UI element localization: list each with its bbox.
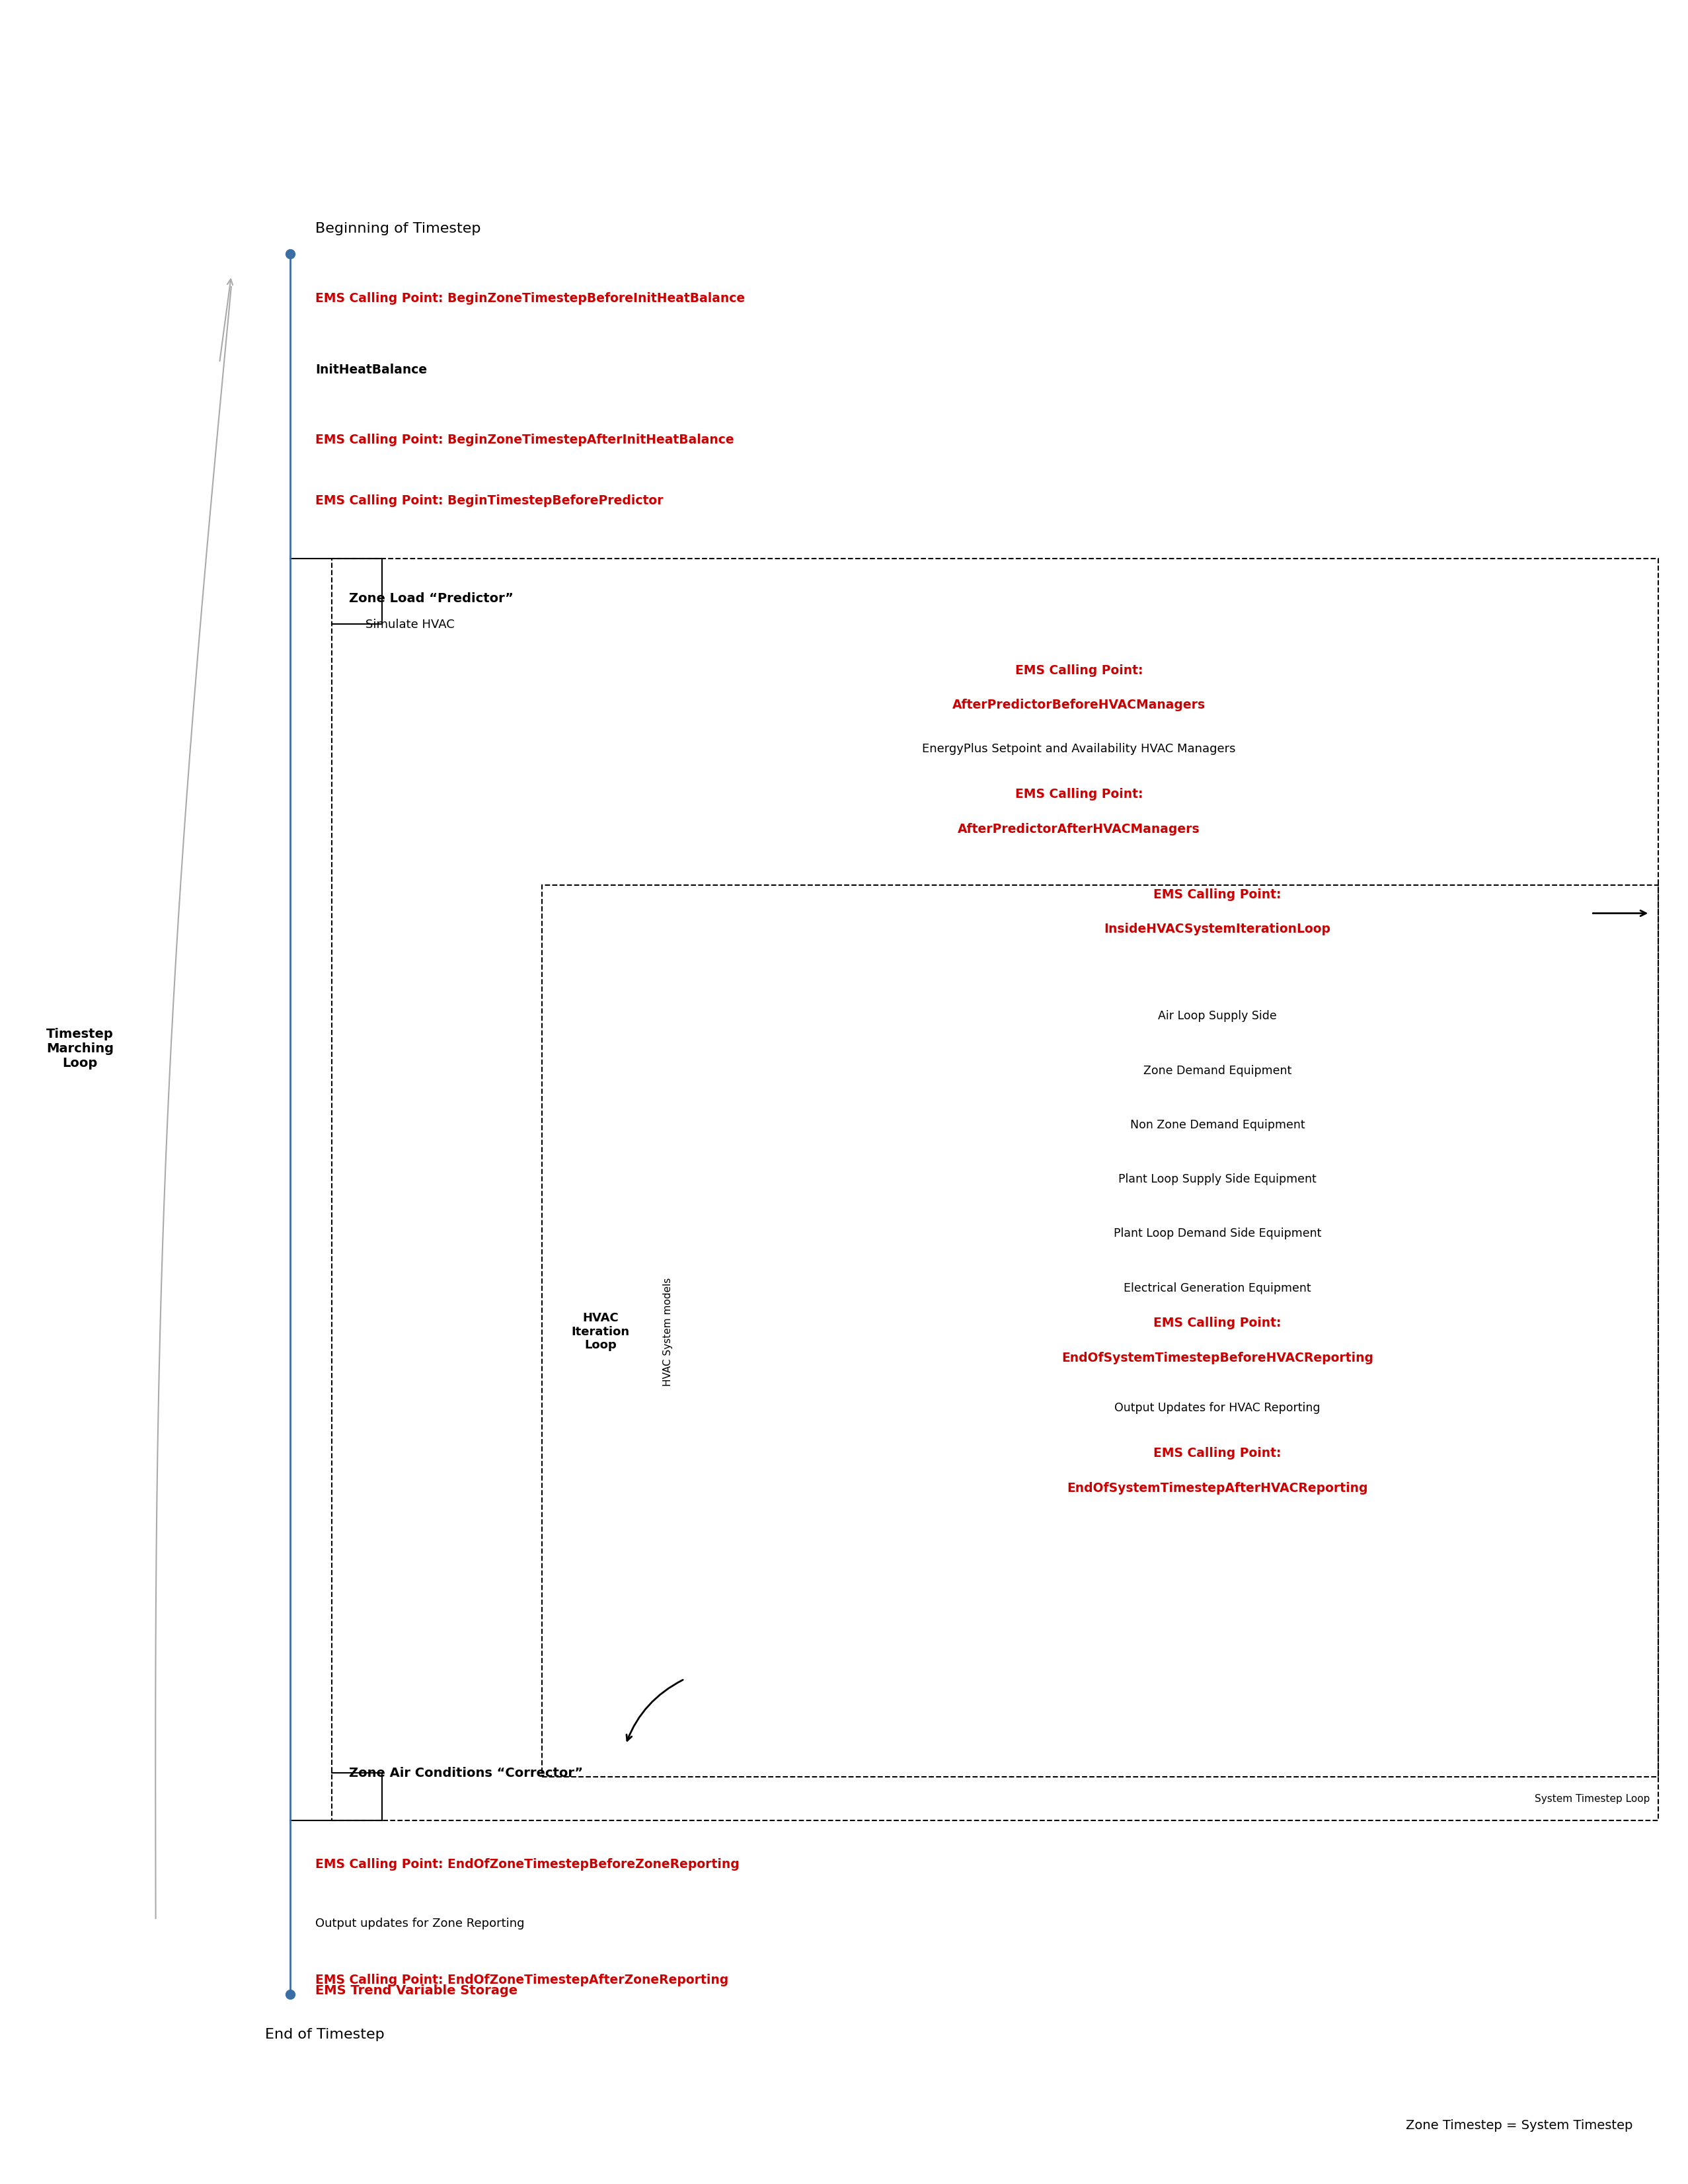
- Text: EMS Trend Variable Storage: EMS Trend Variable Storage: [316, 1983, 518, 1996]
- Text: EMS Calling Point: BeginZoneTimestepBeforeInitHeatBalance: EMS Calling Point: BeginZoneTimestepBefo…: [316, 293, 744, 304]
- Text: EMS Calling Point:: EMS Calling Point:: [1153, 889, 1281, 900]
- Text: Zone Load “Predictor”: Zone Load “Predictor”: [349, 592, 513, 605]
- Text: System Timestep Loop: System Timestep Loop: [1534, 1793, 1649, 1804]
- Text: Beginning of Timestep: Beginning of Timestep: [316, 223, 481, 236]
- Text: EMS Calling Point:: EMS Calling Point:: [1014, 664, 1143, 677]
- Text: InsideHVACSystemIterationLoop: InsideHVACSystemIterationLoop: [1104, 922, 1330, 935]
- Text: Electrical Generation Equipment: Electrical Generation Equipment: [1124, 1282, 1312, 1293]
- Text: EMS Calling Point: BeginZoneTimestepAfterInitHeatBalance: EMS Calling Point: BeginZoneTimestepAfte…: [316, 432, 734, 446]
- Text: EMS Calling Point: BeginTimestepBeforePredictor: EMS Calling Point: BeginTimestepBeforePr…: [316, 494, 663, 507]
- Text: Zone Demand Equipment: Zone Demand Equipment: [1143, 1064, 1291, 1077]
- Text: EMS Calling Point:: EMS Calling Point:: [1153, 1446, 1281, 1459]
- Text: HVAC System models: HVAC System models: [663, 1278, 674, 1385]
- Text: EnergyPlus Setpoint and Availability HVAC Managers: EnergyPlus Setpoint and Availability HVA…: [922, 743, 1236, 753]
- Text: Output Updates for HVAC Reporting: Output Updates for HVAC Reporting: [1114, 1402, 1320, 1413]
- Text: EMS Calling Point: EndOfZoneTimestepBeforeZoneReporting: EMS Calling Point: EndOfZoneTimestepBefo…: [316, 1859, 739, 1870]
- Text: Plant Loop Demand Side Equipment: Plant Loop Demand Side Equipment: [1114, 1227, 1322, 1238]
- Text: Zone Air Conditions “Corrector”: Zone Air Conditions “Corrector”: [349, 1767, 582, 1780]
- Text: AfterPredictorAfterHVACManagers: AfterPredictorAfterHVACManagers: [957, 823, 1200, 834]
- Text: Simulate HVAC: Simulate HVAC: [366, 618, 454, 631]
- Text: InitHeatBalance: InitHeatBalance: [316, 365, 427, 376]
- Text: Output updates for Zone Reporting: Output updates for Zone Reporting: [316, 1918, 525, 1928]
- Text: Zone Timestep = System Timestep: Zone Timestep = System Timestep: [1406, 2118, 1632, 2132]
- Text: Plant Loop Supply Side Equipment: Plant Loop Supply Side Equipment: [1119, 1173, 1317, 1186]
- Text: Air Loop Supply Side: Air Loop Supply Side: [1158, 1009, 1276, 1022]
- Text: EndOfSystemTimestepAfterHVACReporting: EndOfSystemTimestepAfterHVACReporting: [1067, 1481, 1367, 1494]
- Text: Non Zone Demand Equipment: Non Zone Demand Equipment: [1129, 1118, 1305, 1131]
- Text: HVAC
Iteration
Loop: HVAC Iteration Loop: [572, 1313, 630, 1352]
- Text: EMS Calling Point:: EMS Calling Point:: [1153, 1317, 1281, 1328]
- Text: Timestep
Marching
Loop: Timestep Marching Loop: [47, 1029, 113, 1070]
- Text: EndOfSystemTimestepBeforeHVACReporting: EndOfSystemTimestepBeforeHVACReporting: [1062, 1352, 1374, 1363]
- Text: EMS Calling Point: EndOfZoneTimestepAfterZoneReporting: EMS Calling Point: EndOfZoneTimestepAfte…: [316, 1972, 729, 1985]
- Text: End of Timestep: End of Timestep: [265, 2027, 385, 2040]
- Text: AfterPredictorBeforeHVACManagers: AfterPredictorBeforeHVACManagers: [952, 699, 1205, 712]
- Text: EMS Calling Point:: EMS Calling Point:: [1014, 788, 1143, 799]
